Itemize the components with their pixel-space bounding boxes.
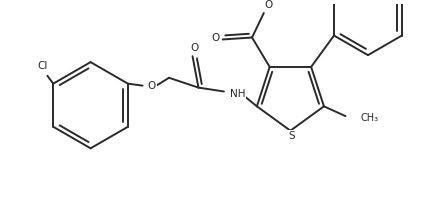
Text: CH₃: CH₃: [360, 113, 378, 123]
Text: O: O: [265, 0, 273, 10]
Text: Cl: Cl: [37, 61, 48, 71]
Text: O: O: [190, 43, 199, 53]
Text: NH: NH: [230, 89, 245, 99]
Text: O: O: [212, 32, 220, 42]
Text: S: S: [288, 131, 295, 141]
Text: O: O: [147, 81, 155, 91]
